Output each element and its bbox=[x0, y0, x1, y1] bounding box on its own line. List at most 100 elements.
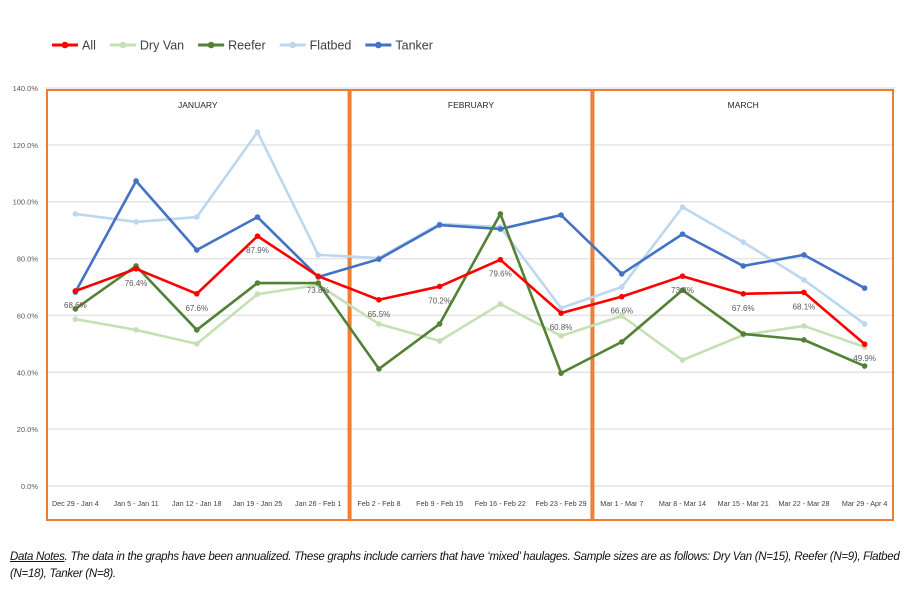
x-tick-label: Mar 15 - Mar 21 bbox=[718, 499, 769, 508]
data-point bbox=[436, 222, 443, 228]
data-point bbox=[679, 287, 686, 293]
data-point bbox=[679, 204, 686, 210]
data-label: 67.6% bbox=[185, 304, 208, 313]
x-tick-label: Jan 19 - Jan 25 bbox=[233, 499, 283, 508]
legend-label: Dry Van bbox=[140, 39, 184, 53]
y-tick-label: 0.0% bbox=[21, 482, 38, 491]
x-tick-label: Jan 5 - Jan 11 bbox=[114, 499, 159, 508]
data-point bbox=[618, 313, 625, 319]
x-tick-label: Mar 29 - Apr 4 bbox=[842, 499, 888, 508]
data-point bbox=[254, 214, 261, 220]
x-tick-label: Dec 29 - Jan 4 bbox=[52, 499, 99, 508]
data-point bbox=[801, 323, 807, 329]
data-point bbox=[133, 327, 139, 333]
data-point bbox=[193, 341, 200, 347]
data-label: 68.6% bbox=[64, 301, 87, 310]
data-label: 79.6% bbox=[489, 270, 512, 279]
notes-heading: Data Notes bbox=[10, 551, 65, 563]
x-tick-label: Mar 1 - Mar 7 bbox=[600, 499, 643, 508]
data-point bbox=[497, 301, 504, 307]
data-point bbox=[376, 321, 382, 327]
legend-marker bbox=[207, 41, 215, 49]
data-label: 87.9% bbox=[246, 246, 269, 255]
data-point bbox=[72, 211, 79, 217]
data-point bbox=[801, 252, 807, 258]
x-tick-label: Jan 26 - Feb 1 bbox=[295, 499, 341, 508]
data-label: 67.6% bbox=[732, 304, 755, 313]
legend-label: Reefer bbox=[228, 39, 266, 53]
data-point bbox=[436, 338, 443, 344]
legend-marker bbox=[289, 41, 296, 49]
data-point bbox=[315, 280, 322, 286]
x-tick-label: Feb 16 - Feb 22 bbox=[475, 499, 526, 508]
data-label: 66.6% bbox=[610, 307, 633, 316]
data-point bbox=[254, 280, 261, 286]
data-point bbox=[436, 283, 443, 290]
data-point bbox=[315, 273, 322, 279]
x-tick-label: Feb 23 - Feb 29 bbox=[535, 499, 586, 508]
data-point bbox=[436, 321, 443, 327]
data-point bbox=[558, 305, 564, 311]
data-point bbox=[558, 370, 564, 376]
y-tick-label: 100.0% bbox=[13, 198, 39, 207]
data-point bbox=[254, 129, 261, 135]
series-line-reefer bbox=[74, 212, 866, 375]
data-point bbox=[801, 277, 807, 283]
data-point bbox=[254, 291, 261, 297]
data-point bbox=[679, 357, 686, 363]
data-point bbox=[740, 331, 747, 337]
data-point bbox=[558, 333, 564, 339]
data-point bbox=[72, 306, 79, 312]
data-point bbox=[558, 310, 564, 316]
y-tick-label: 80.0% bbox=[17, 255, 39, 264]
x-tick-label: Feb 2 - Feb 8 bbox=[357, 499, 400, 508]
data-label: 65.5% bbox=[368, 310, 391, 319]
y-tick-label: 120.0% bbox=[13, 141, 39, 150]
y-tick-label: 140.0% bbox=[13, 84, 39, 93]
legend-marker bbox=[119, 41, 127, 49]
x-tick-label: Mar 22 - Mar 28 bbox=[778, 499, 829, 508]
series-line-tanker bbox=[74, 179, 866, 293]
data-point bbox=[72, 316, 79, 322]
legend-marker bbox=[375, 41, 382, 49]
data-point bbox=[376, 296, 382, 303]
data-point bbox=[861, 285, 868, 291]
month-box bbox=[349, 89, 593, 521]
data-point bbox=[133, 178, 139, 184]
data-point bbox=[254, 233, 261, 239]
legend-label: Tanker bbox=[395, 39, 433, 53]
data-point bbox=[193, 247, 200, 253]
data-point bbox=[497, 256, 504, 263]
data-point bbox=[861, 321, 868, 327]
data-point bbox=[861, 341, 868, 347]
data-label: 60.8% bbox=[550, 323, 573, 332]
x-tick-label: Feb 9 - Feb 15 bbox=[416, 499, 463, 508]
data-point bbox=[679, 231, 686, 237]
data-point bbox=[861, 363, 868, 369]
data-point bbox=[801, 337, 807, 343]
data-point bbox=[376, 256, 382, 262]
data-point bbox=[72, 288, 79, 294]
data-point bbox=[618, 293, 625, 300]
month-label: JANUARY bbox=[178, 100, 218, 110]
data-label: 70.2% bbox=[428, 296, 451, 305]
data-point bbox=[740, 291, 747, 297]
legend-marker bbox=[61, 41, 69, 49]
series-line-dry-van bbox=[75, 283, 866, 362]
month-label: FEBRUARY bbox=[448, 100, 494, 110]
data-point bbox=[801, 289, 807, 296]
x-tick-label: Jan 12 - Jan 18 bbox=[172, 499, 222, 508]
data-point bbox=[133, 266, 139, 272]
data-point bbox=[497, 211, 504, 217]
data-point bbox=[558, 212, 564, 218]
data-point bbox=[193, 214, 200, 220]
y-tick-label: 40.0% bbox=[17, 368, 39, 377]
data-point bbox=[315, 252, 322, 258]
y-tick-label: 60.0% bbox=[17, 311, 39, 320]
data-point bbox=[740, 239, 747, 245]
data-label: 49.9% bbox=[853, 354, 876, 363]
data-label: 73.8% bbox=[307, 286, 330, 295]
data-point bbox=[376, 366, 382, 372]
